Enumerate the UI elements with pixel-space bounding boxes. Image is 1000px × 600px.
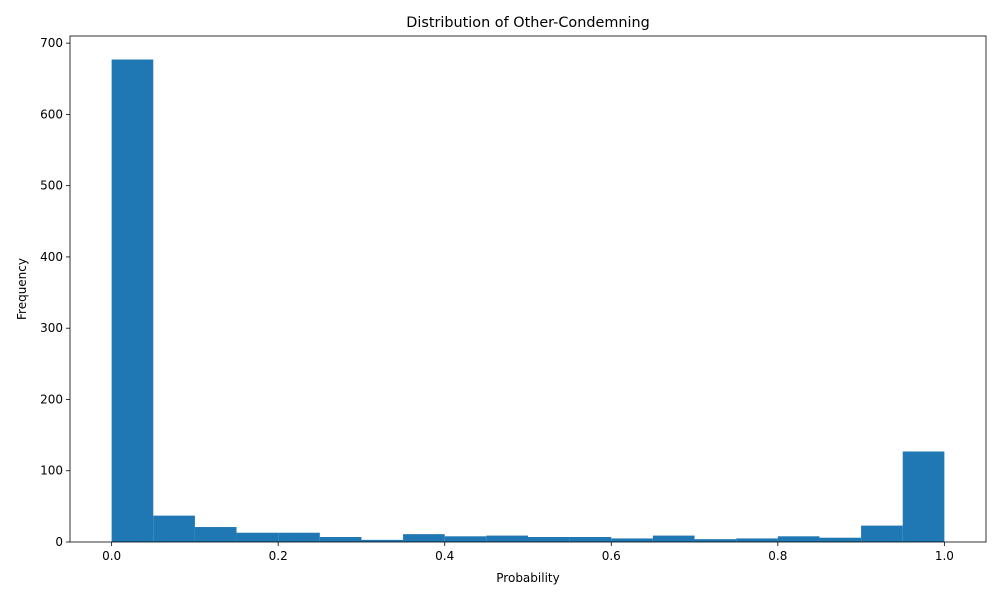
y-tick-label: 600 (40, 107, 63, 121)
y-tick-label: 0 (55, 535, 63, 549)
histogram-bar (528, 537, 570, 542)
x-axis-ticks: 0.0 0.2 0.4 0.6 0.8 1.0 (102, 542, 954, 563)
y-tick-label: 500 (40, 179, 63, 193)
histogram-bar (486, 535, 528, 542)
y-tick-label: 700 (40, 36, 63, 50)
histogram-bar (444, 536, 487, 542)
y-tick-label: 200 (40, 392, 63, 406)
histogram-bar (611, 538, 653, 542)
histogram-bar (736, 538, 778, 542)
histogram-bar (403, 534, 445, 542)
histogram-bar (652, 535, 695, 542)
histogram-bar (902, 451, 945, 542)
histogram-bar (153, 515, 195, 542)
x-tick-label: 1.0 (935, 549, 954, 563)
plot-frame (69, 35, 987, 543)
bars-group (111, 59, 945, 542)
histogram-bar (694, 539, 737, 542)
y-tick-label: 300 (40, 321, 63, 335)
histogram-bar (569, 537, 612, 542)
y-tick-label: 100 (40, 464, 63, 478)
histogram-bar (319, 537, 362, 542)
histogram-bar (236, 532, 279, 542)
histogram-bar (111, 59, 154, 542)
y-axis-ticks: 0 100 200 300 400 500 600 700 (40, 36, 70, 549)
histogram-bar (777, 536, 820, 542)
chart-title: Distribution of Other-Condemning (406, 15, 649, 31)
histogram-bar (361, 539, 404, 542)
histogram-bar (194, 527, 237, 542)
histogram-bar (819, 537, 862, 542)
y-axis-label: Frequency (15, 258, 29, 320)
x-tick-label: 0.8 (768, 549, 787, 563)
histogram-bar (278, 532, 320, 542)
x-tick-label: 0.0 (102, 549, 121, 563)
x-axis-label: Probability (496, 571, 559, 585)
x-tick-label: 0.6 (602, 549, 621, 563)
y-tick-label: 400 (40, 250, 63, 264)
x-tick-label: 0.2 (269, 549, 288, 563)
histogram-bar (861, 525, 903, 542)
x-tick-label: 0.4 (435, 549, 454, 563)
